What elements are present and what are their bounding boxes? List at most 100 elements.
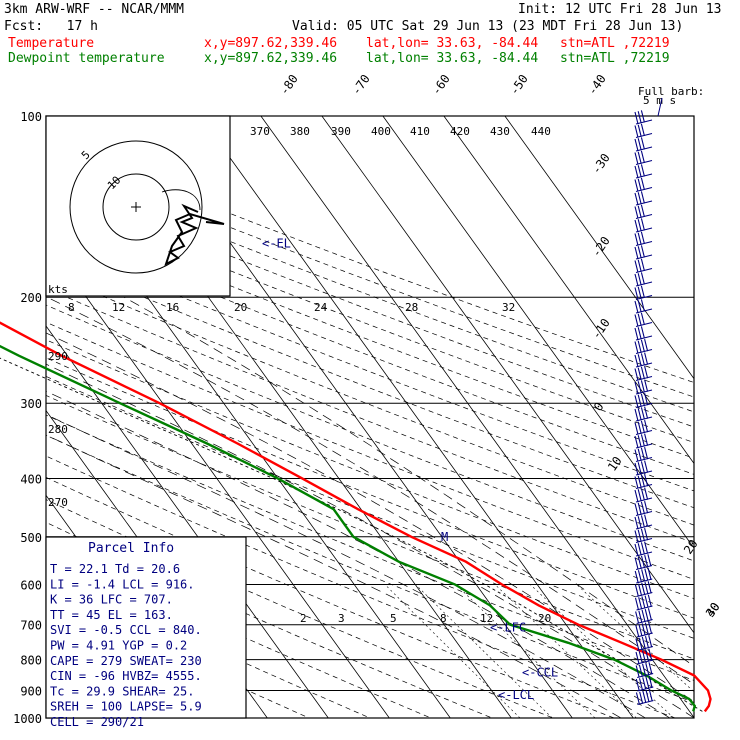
mixing-ratio-line-2 — [384, 584, 521, 718]
isotherm-label: 20 — [681, 537, 701, 557]
wind-barb — [634, 299, 653, 314]
isotherm-label: -50 — [507, 72, 531, 98]
valid-time: Valid: 05 UTC Sat 29 Jun 13 (23 MDT Fri … — [292, 19, 684, 34]
isotherm-50 — [443, 116, 694, 465]
pressure-label-600: 600 — [20, 578, 42, 592]
parcel-title: Parcel Info — [88, 541, 174, 556]
dry-adiabat-450 — [46, 180, 694, 428]
dry-adiabat-460 — [46, 166, 694, 413]
moist-adiabat-24 — [46, 332, 694, 703]
dewpoint-legend: Dewpoint temperature — [8, 51, 165, 66]
parcel-row: PW = 4.91 YGP = 0.2 — [50, 639, 187, 653]
temperature-latlon: lat,lon= 33.63, -84.44 — [366, 36, 539, 51]
isotherm-label: -40 — [585, 72, 609, 98]
plot-frame — [45, 115, 695, 719]
dewpoint-line — [0, 344, 697, 712]
parcel-row: CIN = -96 HVBZ= 4555. — [50, 669, 202, 683]
isotherm-label: -10 — [589, 316, 613, 342]
isotherm-60 — [504, 116, 694, 380]
temperature-line — [0, 321, 712, 713]
isotherm-label: 40 — [703, 600, 723, 620]
dry-adiabat-430 — [46, 209, 694, 459]
moist-adiabat-28 — [47, 296, 694, 685]
moist-adiabat-label: 32 — [502, 301, 515, 314]
pressure-label-500: 500 — [20, 531, 42, 545]
hodograph-trace — [164, 203, 225, 266]
mixing-ratio-line-5 — [455, 584, 596, 718]
parcel-row: SVI = -0.5 CCL = 840. — [50, 623, 202, 637]
wind-barb — [635, 662, 654, 679]
wind-barb — [634, 406, 653, 422]
moist-adiabat-16 — [46, 390, 671, 718]
theta-label: 370 — [250, 125, 270, 138]
wind-barb — [634, 379, 653, 395]
isotherm--90 — [0, 103, 33, 731]
wind-barb — [634, 541, 653, 557]
temperature-station: stn=ATL ,72219 — [560, 36, 670, 51]
barb-legend-title: Full barb: — [638, 85, 704, 98]
wind-barb — [634, 446, 653, 463]
wind-barb — [634, 338, 653, 355]
isotherm-20 — [260, 116, 694, 718]
hodograph-ring-inner — [102, 173, 170, 241]
pressure-label-200: 200 — [20, 291, 42, 305]
wind-barb — [634, 231, 653, 247]
annotation-label: <-LFC — [490, 620, 526, 634]
pressure-label-900: 900 — [20, 684, 42, 698]
wind-barb — [634, 110, 653, 125]
wind-barb — [634, 150, 653, 166]
temperature-xy: x,y=897.62,339.46 — [204, 36, 338, 51]
wind-barb — [634, 258, 653, 274]
parcel-row: CAPE = 279 SWEAT= 230 — [50, 654, 202, 668]
parcel-box-frame — [45, 536, 247, 719]
dry-adiabat-300 — [46, 434, 694, 703]
hodograph-ring-outer — [69, 140, 203, 274]
dry-adiabat-370 — [46, 304, 694, 562]
moist-adiabat-label: 20 — [234, 301, 247, 314]
barb-legend-staff — [657, 97, 663, 117]
pressure-label-1000: 1000 — [13, 712, 42, 726]
dry-adiabat-360 — [46, 321, 694, 580]
wind-barb — [634, 473, 653, 490]
barb-legend-value: 5 m s — [643, 94, 676, 107]
dry-adiabat-330 — [46, 376, 694, 639]
wind-barb — [635, 635, 654, 652]
wind-barb — [634, 514, 653, 530]
theta-label: 420 — [450, 125, 470, 138]
theta-label: 400 — [371, 125, 391, 138]
dry-adiabat-440 — [46, 195, 694, 443]
wind-barb — [634, 312, 653, 328]
isotherm-label: -80 — [277, 72, 301, 98]
theta-label: 290 — [48, 350, 68, 363]
annotation-label: <-LCL — [498, 688, 534, 702]
wind-barb — [634, 554, 653, 571]
theta-label: 380 — [290, 125, 310, 138]
parcel-row: SREH = 100 LAPSE= 5.9 — [50, 700, 202, 714]
forecast-hour: Fcst: 17 h — [4, 19, 98, 34]
parcel-row: T = 22.1 Td = 20.6 — [50, 562, 180, 576]
dewpoint-latlon: lat,lon= 33.63, -84.44 — [366, 51, 539, 66]
wind-barb — [635, 648, 654, 665]
temperature-legend: Temperature — [8, 36, 95, 51]
pressure-label-400: 400 — [20, 472, 42, 486]
dry-adiabat-350 — [46, 339, 694, 599]
dry-adiabat-340 — [46, 357, 694, 619]
wind-barb — [634, 191, 653, 206]
pressure-label-100: 100 — [20, 110, 42, 124]
wind-barb — [634, 204, 653, 220]
wind-barb — [634, 581, 653, 598]
wind-barb — [634, 326, 653, 341]
wind-barb — [634, 123, 653, 139]
wind-barbs: Full barb:5 m s — [634, 85, 704, 706]
isotherm-label: -30 — [589, 151, 613, 177]
parcel-path-line — [0, 357, 703, 712]
pressure-label-800: 800 — [20, 654, 42, 668]
wind-barb — [635, 608, 653, 625]
mixing-ratio-line-12 — [529, 584, 675, 718]
parcel-row: CELL = 290/21 — [50, 715, 144, 729]
dewpoint-xy: x,y=897.62,339.46 — [204, 51, 338, 66]
wind-barb — [634, 419, 653, 436]
dry-adiabat-390 — [46, 271, 694, 526]
